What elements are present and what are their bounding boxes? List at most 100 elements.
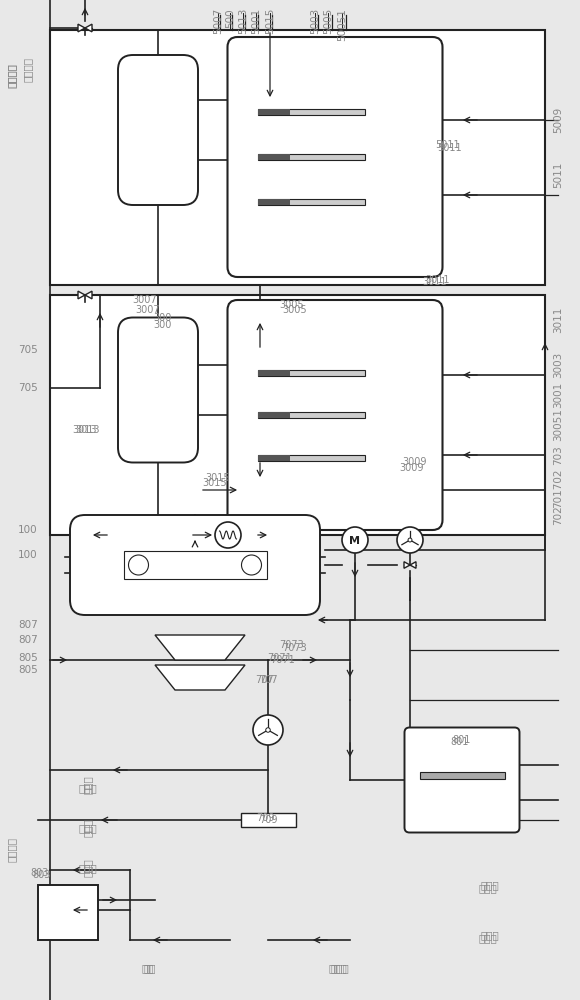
Polygon shape xyxy=(155,635,245,660)
FancyBboxPatch shape xyxy=(70,515,320,615)
Text: 807: 807 xyxy=(18,620,38,630)
Text: 脱盐水: 脱盐水 xyxy=(481,930,499,940)
Text: 5005: 5005 xyxy=(323,8,333,34)
Text: 705: 705 xyxy=(18,345,38,355)
Text: 大放放: 大放放 xyxy=(331,963,349,973)
Bar xyxy=(50,30,545,285)
Bar xyxy=(258,154,289,160)
Text: 3009: 3009 xyxy=(400,463,424,473)
Text: 100: 100 xyxy=(18,525,38,535)
Text: 脱盐水: 脱盐水 xyxy=(478,933,498,943)
Text: 3003: 3003 xyxy=(553,352,563,378)
Text: 5009: 5009 xyxy=(553,107,563,133)
Text: 循环气: 循环气 xyxy=(79,783,97,793)
Text: 5013: 5013 xyxy=(238,8,248,34)
Text: 7071: 7071 xyxy=(271,655,295,665)
Bar xyxy=(124,551,266,579)
Text: 3013: 3013 xyxy=(76,425,100,435)
Bar xyxy=(258,369,365,375)
FancyBboxPatch shape xyxy=(118,55,198,205)
Text: 703: 703 xyxy=(553,445,563,465)
Text: 新鲜气: 新鲜气 xyxy=(79,823,97,833)
Text: 5011: 5011 xyxy=(438,143,462,153)
Text: 801: 801 xyxy=(453,735,471,745)
Text: 3007: 3007 xyxy=(136,305,160,315)
Polygon shape xyxy=(78,24,85,32)
Bar xyxy=(258,454,289,460)
Text: 新鲜气: 新鲜气 xyxy=(83,819,93,837)
Text: 7071: 7071 xyxy=(267,653,292,663)
Text: 100: 100 xyxy=(18,550,38,560)
Text: 3011: 3011 xyxy=(553,307,563,333)
Bar xyxy=(38,885,98,940)
Text: 3013: 3013 xyxy=(72,425,97,435)
Bar xyxy=(258,109,365,115)
Text: 放空: 放空 xyxy=(144,963,156,973)
Text: 500: 500 xyxy=(225,8,235,28)
Text: 粗甲醇: 粗甲醇 xyxy=(478,883,498,893)
FancyBboxPatch shape xyxy=(118,318,198,462)
Text: 7073: 7073 xyxy=(282,643,307,653)
Text: 3009: 3009 xyxy=(403,457,427,467)
Circle shape xyxy=(342,527,368,553)
Text: 粗甲醇: 粗甲醇 xyxy=(481,880,499,890)
Text: 放空气: 放空气 xyxy=(83,859,93,877)
Bar xyxy=(258,412,365,418)
FancyBboxPatch shape xyxy=(404,728,520,832)
Polygon shape xyxy=(155,665,245,690)
Text: 707: 707 xyxy=(256,675,274,685)
Bar xyxy=(50,295,545,535)
Text: 300: 300 xyxy=(153,313,171,323)
Text: 801: 801 xyxy=(451,737,469,747)
Text: 702: 702 xyxy=(553,505,563,525)
Bar xyxy=(258,412,289,418)
Text: 3015: 3015 xyxy=(206,473,230,483)
Text: 3007: 3007 xyxy=(133,295,157,305)
Bar xyxy=(258,109,289,115)
Text: 3001: 3001 xyxy=(553,382,563,408)
Text: 3015: 3015 xyxy=(202,478,227,488)
Text: 807: 807 xyxy=(18,635,38,645)
Text: 3011: 3011 xyxy=(426,275,450,285)
Text: 中压蒸汽: 中压蒸汽 xyxy=(7,62,17,88)
Text: 中压蒸汽: 中压蒸汽 xyxy=(7,838,17,862)
Text: 放空气: 放空气 xyxy=(79,863,97,873)
Bar xyxy=(258,199,289,205)
Circle shape xyxy=(253,715,283,745)
Polygon shape xyxy=(404,562,410,568)
Text: 3005: 3005 xyxy=(282,305,307,315)
Text: 300: 300 xyxy=(154,320,172,330)
Text: 7073: 7073 xyxy=(280,640,304,650)
Text: 50051: 50051 xyxy=(337,8,347,41)
Polygon shape xyxy=(85,291,92,299)
Bar xyxy=(241,813,295,827)
Polygon shape xyxy=(78,291,85,299)
FancyBboxPatch shape xyxy=(227,300,443,530)
Text: 709: 709 xyxy=(259,815,277,825)
Text: 709: 709 xyxy=(256,813,274,823)
Bar xyxy=(419,772,505,779)
Text: 5001: 5001 xyxy=(251,8,261,34)
Circle shape xyxy=(241,555,262,575)
Text: 5007: 5007 xyxy=(213,8,223,34)
Text: 3011: 3011 xyxy=(423,277,447,287)
Circle shape xyxy=(397,527,423,553)
Text: 805: 805 xyxy=(18,665,38,675)
Text: M: M xyxy=(350,536,361,546)
Text: 5011: 5011 xyxy=(436,140,461,150)
Text: 3005: 3005 xyxy=(280,300,304,310)
Text: 5003: 5003 xyxy=(310,8,320,34)
Bar xyxy=(258,154,365,160)
Text: 弛放气: 弛放气 xyxy=(329,963,347,973)
Bar xyxy=(258,454,365,460)
Polygon shape xyxy=(85,24,92,32)
Text: 中压蒸汽: 中压蒸汽 xyxy=(7,63,17,87)
Text: 中压蒸汽: 中压蒸汽 xyxy=(23,57,33,83)
Text: 707: 707 xyxy=(259,675,277,685)
Text: 循环气: 循环气 xyxy=(83,776,93,794)
Circle shape xyxy=(408,538,412,542)
Text: 705: 705 xyxy=(18,383,38,393)
Bar xyxy=(258,199,365,205)
Text: 5011: 5011 xyxy=(553,162,563,188)
Text: 803: 803 xyxy=(33,870,51,880)
